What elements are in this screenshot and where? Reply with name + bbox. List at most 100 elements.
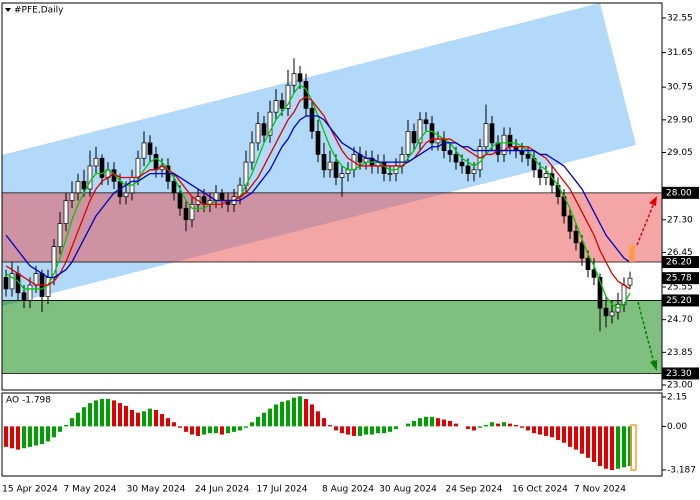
ao-bar <box>4 426 8 447</box>
y-tick-label: 0.00 <box>667 422 687 432</box>
ao-bar <box>238 426 242 431</box>
y-tick-label: 23.00 <box>667 381 693 391</box>
candle-body <box>585 257 591 271</box>
chart-title: #PFE,Daily <box>14 6 64 16</box>
y-tick-label: 25.55 <box>667 283 693 293</box>
ao-bar <box>352 426 356 436</box>
candle-body <box>459 161 465 167</box>
ao-bar <box>508 423 512 427</box>
ao-bar <box>520 426 524 428</box>
ao-bar <box>184 426 188 432</box>
ao-bar <box>106 399 110 427</box>
candle-body <box>309 107 315 132</box>
ao-bar <box>250 422 254 427</box>
candle-body <box>315 131 321 155</box>
ao-bar <box>202 426 206 435</box>
candle-body <box>333 161 339 178</box>
price-label-box <box>662 256 699 269</box>
menu-triangle <box>5 8 11 12</box>
ao-bar <box>340 426 344 434</box>
candle-body <box>405 131 411 155</box>
y-tick-label: 24.70 <box>667 315 693 325</box>
ao-bar <box>124 405 128 427</box>
candle-body <box>339 173 345 178</box>
candle-body <box>147 142 153 155</box>
ao-bar <box>40 426 44 445</box>
x-tick-label: 8 Aug 2024 <box>322 485 374 495</box>
ao-bar <box>568 426 572 447</box>
ao-bar <box>598 426 602 467</box>
price-label-box <box>662 367 699 380</box>
candle-body <box>417 119 423 144</box>
ao-bar <box>226 426 230 434</box>
ao-bar <box>52 426 56 438</box>
candle-body <box>153 154 159 171</box>
moving-average <box>5 115 631 279</box>
ao-bar <box>94 400 98 427</box>
candle-body <box>75 180 81 194</box>
candle-body <box>411 131 417 144</box>
candle-body <box>321 154 327 171</box>
candle-body <box>261 123 267 136</box>
price-label: 25.78 <box>666 274 692 284</box>
ao-bar <box>526 426 530 431</box>
moving-average <box>5 95 631 290</box>
indicator-value: -1.798 <box>22 396 51 406</box>
candle-body <box>591 269 597 278</box>
candle-body <box>471 169 477 174</box>
ao-bar <box>154 409 158 427</box>
y-tick-label: 30.75 <box>667 83 693 93</box>
ao-bar <box>136 412 140 427</box>
ao-bar <box>262 412 266 427</box>
ao-bar <box>448 420 452 427</box>
ao-bar <box>610 426 614 471</box>
x-tick-label: 30 May 2024 <box>127 485 186 495</box>
candle-body <box>603 307 609 317</box>
price-label: 25.20 <box>666 296 692 306</box>
ao-bar <box>172 422 176 427</box>
ao-bar <box>346 426 350 435</box>
candle-body <box>177 192 183 209</box>
ao-bar <box>280 401 284 427</box>
ao-bar <box>496 423 500 427</box>
ao-bar <box>616 426 620 469</box>
candle-body <box>543 173 549 178</box>
price-label-box <box>662 186 699 199</box>
ao-bar <box>76 412 80 427</box>
ao-bar <box>304 399 308 427</box>
ao-bar <box>64 424 68 427</box>
down-arrow <box>637 301 655 364</box>
ao-bar <box>466 426 470 430</box>
ao-bar <box>322 418 326 427</box>
candle-body <box>273 100 279 113</box>
ao-bar <box>388 426 392 432</box>
ao-bar <box>586 426 590 458</box>
ao-bar <box>46 426 50 442</box>
ao-bar <box>364 426 368 435</box>
candle-body <box>489 123 495 144</box>
ao-bar <box>358 426 362 436</box>
candle-body <box>123 192 129 198</box>
ao-bar <box>160 414 164 427</box>
x-tick-label: 15 Apr 2024 <box>2 485 58 495</box>
y-tick-label: -3.187 <box>667 465 696 475</box>
ao-bar <box>142 411 146 427</box>
candle-body <box>501 134 507 155</box>
resistance-zone <box>2 192 662 263</box>
x-tick-label: 24 Jun 2024 <box>195 485 249 495</box>
plot-area: 32.55 31.65 30.75 29.90 29.05 27.30 26.45 25.55… <box>2 13 699 495</box>
candle-body <box>21 292 27 301</box>
price-panel-border <box>1 2 663 391</box>
ao-bar <box>544 426 548 436</box>
candle-body <box>33 273 39 286</box>
ao-bar <box>292 397 296 427</box>
ao-bar <box>82 407 86 427</box>
candle-body <box>183 207 189 221</box>
ao-bar <box>268 408 272 427</box>
candle-body <box>285 84 291 109</box>
ao-bar <box>442 419 446 427</box>
ao-bar <box>436 418 440 427</box>
ao-bar <box>208 426 212 434</box>
candle-body <box>141 142 147 159</box>
